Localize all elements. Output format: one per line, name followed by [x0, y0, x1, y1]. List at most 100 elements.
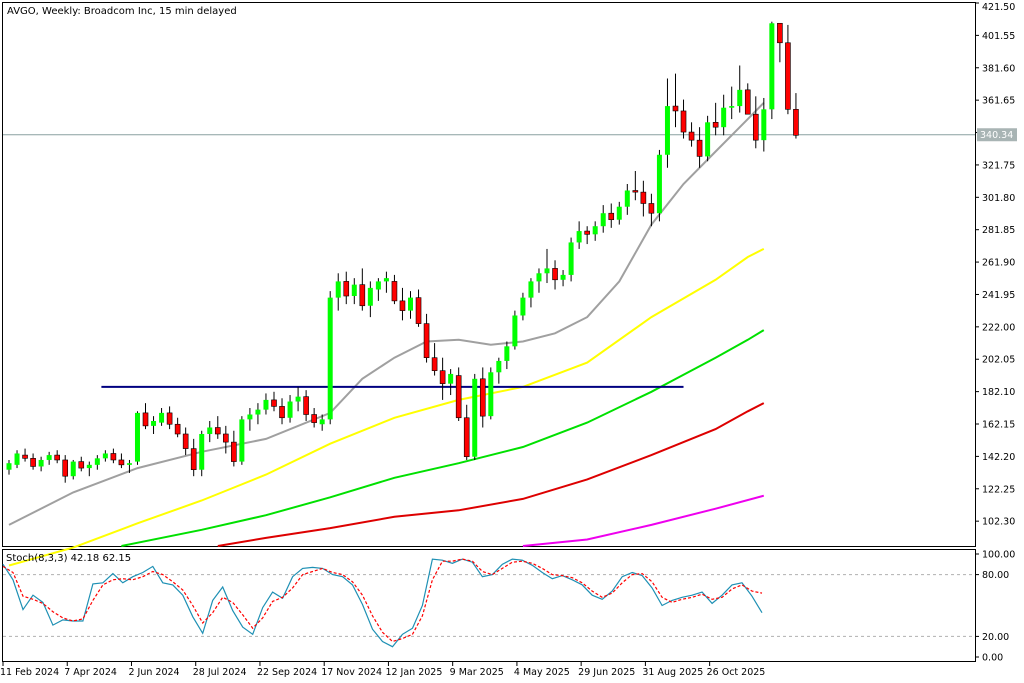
candle	[94, 455, 100, 470]
candle-body-bull	[408, 297, 413, 311]
candle-body-bull	[656, 154, 662, 214]
candle-body-bear	[415, 297, 422, 324]
candle	[423, 313, 430, 363]
candle-body-bear	[311, 414, 317, 423]
candle-body-bull	[263, 399, 269, 410]
candle-body-bear	[712, 122, 719, 128]
candle	[648, 193, 655, 227]
candle-body-bear	[279, 406, 285, 419]
candle-body-bull	[624, 190, 630, 207]
candle	[367, 281, 373, 318]
candle-body-bear	[696, 139, 703, 157]
stoch-tick-label: 0.00	[982, 653, 1003, 664]
candle-body-bull	[14, 453, 20, 465]
candle	[672, 73, 679, 128]
candle	[479, 367, 486, 428]
candle	[729, 86, 735, 120]
time-tick-label: 7 Apr 2024	[64, 667, 117, 678]
candle-body-bear	[552, 268, 558, 281]
candle-body-bear	[584, 230, 590, 235]
candle	[70, 459, 76, 480]
stochastic-axis: 100.00 80.00 20.00 0.00	[975, 550, 1015, 664]
stoch-tick-label: 100.00	[982, 550, 1015, 561]
candle	[375, 278, 381, 301]
candle-body-bull	[151, 421, 157, 426]
candle	[696, 127, 703, 168]
candle	[744, 83, 751, 115]
price-tick-label: 102.30	[982, 517, 1015, 528]
time-tick-label: 9 Mar 2025	[450, 667, 504, 678]
candle-body-bull	[600, 213, 606, 227]
candle-body-bull	[560, 274, 566, 280]
candle-body-bull	[705, 122, 711, 157]
candle-body-bear	[744, 89, 751, 115]
candle	[118, 453, 125, 469]
candle	[752, 96, 759, 149]
candle	[632, 171, 639, 201]
candle-body-bear	[30, 458, 36, 467]
candle-body-bear	[463, 417, 470, 458]
candle-body-bear	[174, 423, 181, 435]
candle-body-bear	[359, 284, 366, 307]
candle	[199, 430, 205, 477]
candle-body-bull	[568, 242, 574, 275]
candle-body-bull	[528, 281, 534, 298]
candle	[351, 278, 357, 305]
candle-body-bear	[399, 300, 406, 311]
time-tick-label: 11 Feb 2024	[0, 667, 59, 678]
candle-body-bear	[752, 113, 759, 141]
candle	[592, 221, 598, 241]
candle	[472, 373, 478, 460]
candle	[624, 184, 630, 215]
candle	[608, 203, 615, 228]
candle-body-bear	[182, 433, 189, 449]
candle-body-bear	[608, 212, 615, 221]
candle	[174, 417, 181, 438]
candle	[488, 367, 494, 420]
candle	[214, 416, 221, 439]
candle-body-bull	[664, 106, 670, 155]
stoch-signal-line	[2, 558, 763, 643]
candle-body-bear	[777, 22, 783, 44]
candle	[568, 237, 574, 282]
candle-body-bull	[94, 458, 100, 465]
candle-body-bear	[54, 454, 60, 461]
candle-body-bull	[255, 409, 261, 415]
stoch-main-line	[2, 558, 763, 648]
candle-body-bear	[78, 461, 85, 469]
candle	[584, 226, 590, 245]
candle	[431, 343, 438, 376]
candle	[271, 391, 277, 412]
candle-body-bull	[737, 89, 743, 107]
candle	[335, 273, 341, 311]
candle-body-bear	[648, 203, 655, 214]
candle-body-bull	[488, 372, 494, 417]
candle	[190, 438, 197, 477]
candle	[38, 456, 44, 472]
candle-body-bear	[640, 191, 647, 204]
candle-body-bear	[142, 412, 149, 427]
candle	[54, 450, 60, 464]
candle-body-bull	[327, 297, 333, 420]
candle-body-bull	[287, 401, 293, 418]
current-price-tag: 340.34	[977, 128, 1017, 142]
candle	[46, 451, 52, 465]
candle-body-bear	[271, 399, 277, 407]
candle	[415, 289, 422, 327]
candle-body-bull	[616, 206, 622, 220]
candle	[359, 268, 366, 311]
candle-body-bull	[512, 315, 518, 347]
candle-body-bull	[761, 109, 767, 141]
candle	[86, 461, 92, 477]
candle-body-bear	[431, 357, 438, 371]
candle	[616, 201, 622, 225]
candle	[78, 456, 85, 472]
stochastic-pane	[2, 558, 975, 648]
candle-body-bear	[688, 131, 695, 141]
candle	[327, 291, 333, 425]
candle	[134, 411, 140, 465]
candle	[793, 93, 799, 139]
candle	[504, 341, 510, 370]
price-tick-label: 142.20	[982, 452, 1015, 463]
